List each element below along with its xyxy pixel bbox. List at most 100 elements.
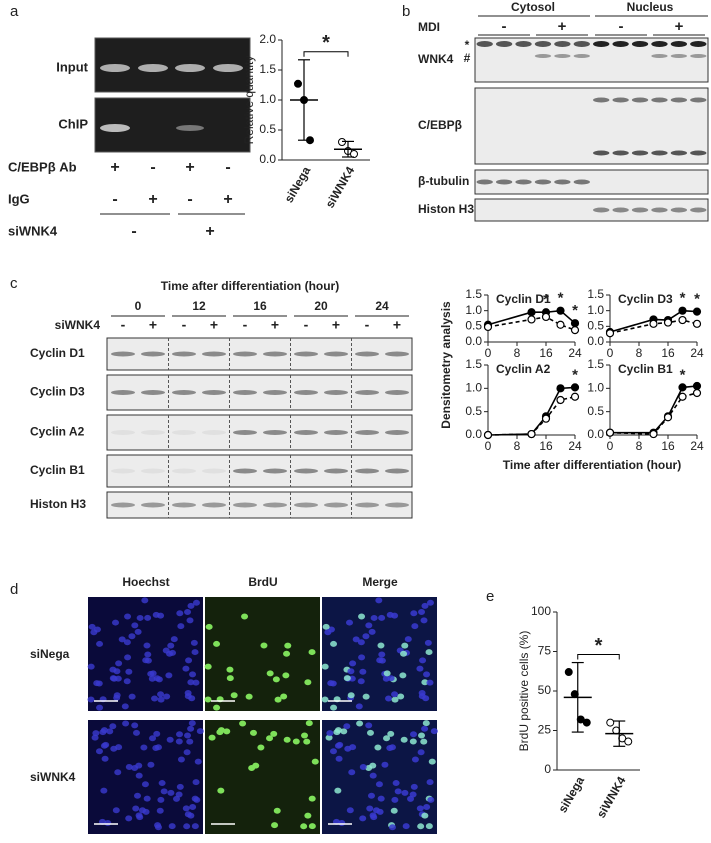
nucleus: [123, 639, 131, 646]
y-tick-label: 0.0: [465, 427, 482, 441]
nucleus: [365, 622, 373, 629]
nucleus: [283, 736, 291, 743]
nucleus: [144, 651, 152, 658]
nucleus: [321, 696, 329, 703]
x-tick-label: 0: [485, 439, 492, 453]
nucleus: [95, 748, 103, 755]
nucleus: [189, 803, 197, 810]
sign: -: [121, 317, 126, 333]
nucleus: [369, 772, 377, 779]
y-tick-label: 1.5: [587, 287, 604, 301]
nucleus: [421, 812, 429, 819]
nucleus: [266, 670, 274, 677]
gel-band: [176, 125, 204, 131]
nucleus: [340, 728, 348, 735]
y-tick-label: 1.5: [465, 357, 482, 371]
nucleus: [91, 734, 99, 741]
nucleus: [334, 742, 342, 749]
band: [355, 430, 379, 435]
data-point: [692, 307, 702, 316]
gel-band: [100, 124, 130, 132]
nucleus: [112, 619, 120, 626]
nucleus: [143, 642, 151, 649]
chart-title: Cyclin B1: [618, 362, 673, 376]
nucleus: [109, 675, 117, 682]
band: [111, 502, 135, 508]
sign: +: [185, 159, 194, 176]
nucleus: [426, 679, 434, 686]
nucleus: [329, 680, 337, 687]
nucleus: [362, 693, 370, 700]
gel-band: [138, 64, 168, 72]
nucleus: [167, 642, 175, 649]
nucleus: [193, 796, 201, 803]
annotation: *: [680, 366, 686, 383]
nucleus: [308, 649, 316, 656]
nucleus: [425, 649, 433, 656]
nucleus: [170, 636, 178, 643]
data-point: [483, 322, 493, 332]
nucleus: [357, 678, 365, 685]
column-label: Hoechst: [122, 575, 169, 589]
panel-letter: a: [10, 3, 19, 20]
sign: +: [558, 18, 567, 35]
nucleus: [131, 622, 139, 629]
band: [324, 390, 348, 395]
data-point: [692, 388, 702, 398]
nucleus: [410, 783, 418, 790]
fraction-label: Cytosol: [511, 0, 555, 14]
nucleus: [301, 732, 309, 739]
band: [385, 430, 409, 435]
band: [495, 41, 513, 47]
panel-letter: c: [10, 275, 18, 292]
error-bar: [613, 720, 626, 747]
nucleus: [401, 642, 409, 649]
nucleus: [394, 788, 402, 795]
time-label: 24: [375, 299, 389, 313]
nucleus: [191, 823, 199, 830]
band: [294, 390, 318, 395]
nucleus: [160, 788, 168, 795]
nucleus: [271, 822, 279, 829]
nucleus: [173, 795, 181, 802]
nucleus: [284, 642, 292, 649]
y-axis-label: Densitometry analysis: [439, 301, 453, 429]
y-tick-label: 100: [531, 604, 551, 618]
gel-band: [213, 64, 243, 72]
band: [651, 150, 668, 156]
y-tick-label: 1.5: [259, 62, 276, 76]
nucleus: [377, 795, 385, 802]
nucleus: [397, 693, 405, 700]
nucleus: [115, 660, 123, 667]
nucleus: [416, 665, 424, 672]
nucleus: [192, 779, 200, 786]
data-point: [678, 306, 687, 315]
nucleus: [165, 672, 173, 679]
x-tick-label: 16: [539, 439, 553, 453]
band: [631, 41, 649, 47]
y-tick-label: 0.0: [587, 334, 604, 348]
nucleus: [87, 663, 95, 670]
band: [202, 351, 226, 357]
nucleus: [283, 650, 291, 657]
nucleus: [410, 731, 418, 738]
nucleus: [374, 744, 382, 751]
x-tick-label: siNega: [555, 774, 587, 815]
nucleus: [184, 608, 192, 615]
nucleus: [124, 654, 132, 661]
band: [111, 468, 135, 474]
nucleus: [372, 807, 380, 814]
nucleus: [365, 722, 373, 729]
band: [593, 97, 610, 103]
band: [670, 97, 688, 103]
nucleus: [421, 679, 429, 686]
band: [172, 390, 196, 395]
y-tick-label: 75: [538, 644, 552, 658]
nucleus: [304, 812, 312, 819]
x-tick-label: 24: [690, 346, 704, 360]
nucleus: [92, 730, 100, 737]
sign: +: [148, 191, 157, 208]
sign: +: [205, 223, 214, 240]
y-tick-label: 2.0: [259, 32, 276, 46]
nucleus: [144, 614, 152, 621]
